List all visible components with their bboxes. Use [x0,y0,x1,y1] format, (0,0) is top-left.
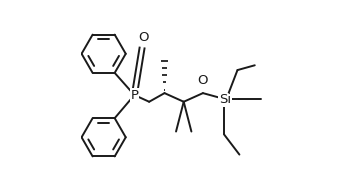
Text: O: O [138,31,148,44]
Text: Si: Si [219,93,231,106]
Text: O: O [198,74,208,87]
Text: P: P [130,89,138,102]
